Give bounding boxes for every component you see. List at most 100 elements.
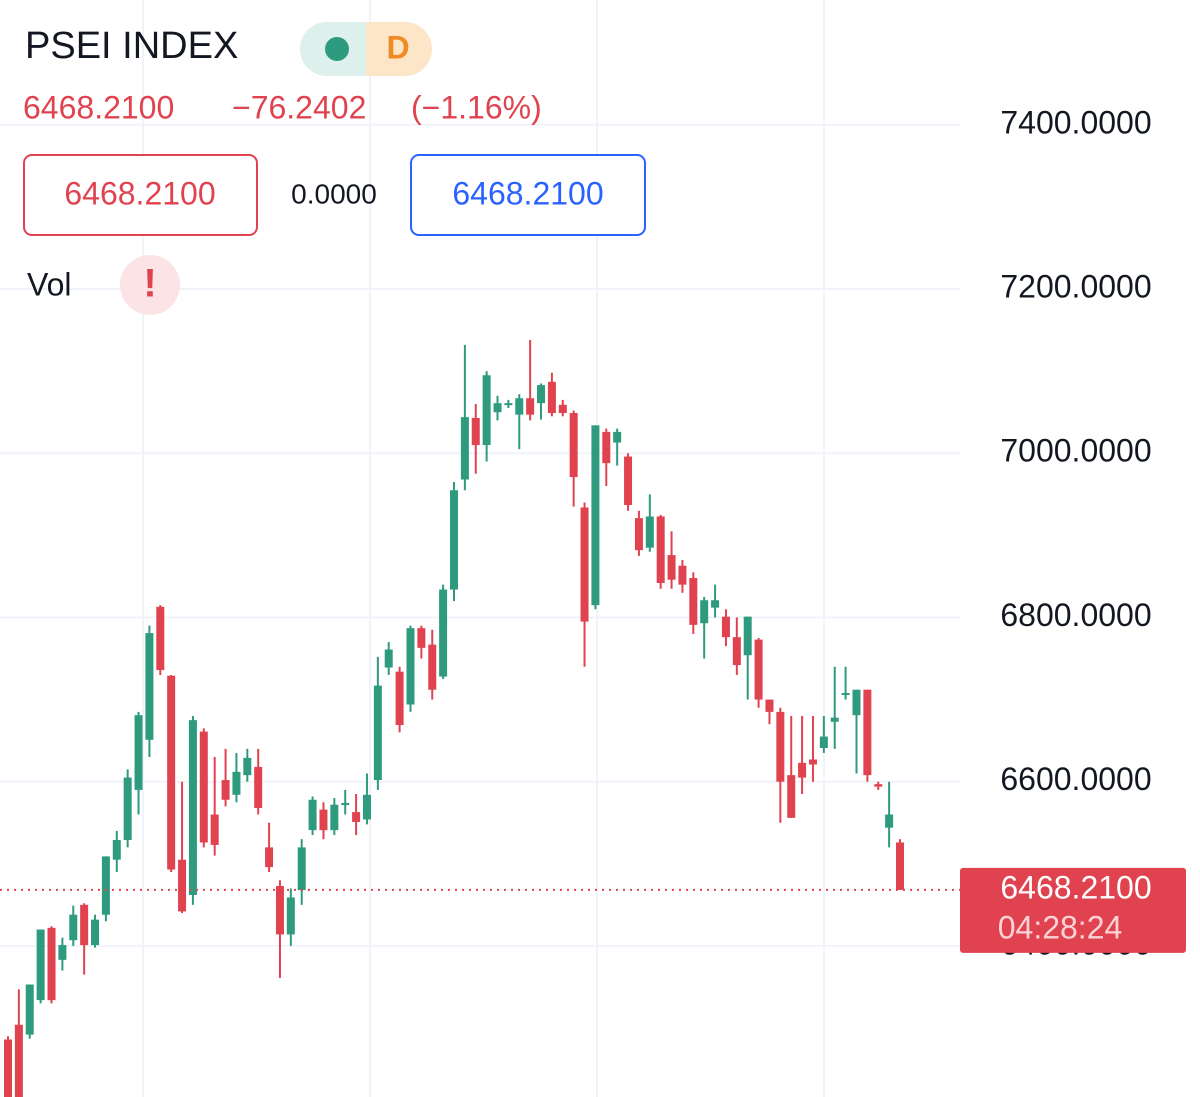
candle-body: [613, 431, 622, 443]
candle-body: [754, 639, 763, 700]
bid[interactable]: 6468.2100: [64, 175, 215, 211]
candle-body: [406, 628, 415, 705]
candle-body: [896, 842, 904, 890]
candles: [4, 339, 904, 1097]
candle-body: [765, 699, 774, 712]
candle-body: [526, 398, 535, 415]
candle-body: [275, 885, 284, 935]
candle-body: [134, 715, 143, 790]
price-axis: 6400.00006600.00006800.00007000.00007200…: [1000, 104, 1151, 961]
y-tick-label: 6600.0000: [1000, 761, 1151, 797]
candle-body: [58, 945, 67, 960]
candle-body: [493, 403, 502, 413]
candle-body: [776, 711, 785, 782]
candle-body: [80, 904, 89, 946]
candle-body: [885, 814, 894, 828]
candle-body: [852, 689, 861, 716]
candle-body: [4, 1039, 12, 1097]
candle-body: [297, 847, 306, 891]
candle-body: [210, 814, 219, 845]
candle-body: [286, 897, 295, 935]
candle-body: [482, 375, 491, 446]
candle-body: [308, 799, 317, 831]
y-tick-label: 7400.0000: [1000, 104, 1151, 140]
candle-body: [112, 839, 121, 860]
candle-body: [341, 803, 350, 806]
candle-body: [537, 385, 546, 404]
candle-body: [69, 914, 78, 941]
candle-body: [602, 431, 611, 464]
candle-body: [362, 794, 371, 820]
alert-icon[interactable]: [120, 255, 180, 315]
candle-body: [395, 671, 404, 726]
candle-body: [25, 984, 34, 1035]
y-tick-label: 7200.0000: [1000, 268, 1151, 304]
candle-body: [841, 693, 850, 696]
candle-body: [624, 456, 633, 505]
y-tick-label: 6800.0000: [1000, 597, 1151, 633]
candle-body: [156, 606, 165, 671]
candle-body: [808, 759, 817, 765]
candle-body: [330, 804, 339, 831]
price-tag-countdown: 04:28:24: [998, 909, 1123, 945]
candle-body: [319, 809, 328, 831]
candle-body: [743, 616, 752, 656]
y-tick-label: 7000.0000: [1000, 433, 1151, 469]
price-tag-price: 6468.2100: [1000, 869, 1151, 905]
volume-label: Vol: [27, 266, 71, 302]
candle-body: [667, 555, 676, 580]
interval[interactable]: D: [386, 29, 409, 65]
candle-body: [167, 675, 176, 870]
buy-button[interactable]: [410, 154, 646, 236]
candle-body: [656, 516, 665, 583]
candle-body: [711, 600, 720, 608]
status-dot: [325, 37, 349, 61]
candle-body: [178, 859, 187, 912]
candle-body: [547, 381, 556, 414]
candle-body: [678, 565, 687, 585]
last-price: 6468.2100: [23, 89, 174, 125]
candle-body: [450, 490, 458, 590]
sell-button[interactable]: [23, 154, 258, 236]
candle-body: [243, 757, 252, 776]
candle-body: [265, 847, 274, 868]
alert-mark[interactable]: !: [143, 262, 156, 306]
candle-body: [645, 516, 654, 548]
candle-body: [569, 413, 578, 478]
candle-body: [689, 578, 698, 625]
price-tag: [960, 867, 1186, 953]
candle-body: [830, 717, 839, 722]
candle-body: [14, 1024, 23, 1097]
candle-body: [558, 404, 567, 414]
candle-body: [504, 403, 513, 406]
candle-body: [373, 685, 382, 781]
ask[interactable]: 6468.2100: [452, 175, 603, 211]
candle-body: [721, 616, 730, 638]
candle-body: [417, 628, 426, 648]
candle-body: [874, 784, 883, 787]
candle-body: [460, 417, 469, 480]
candle-body: [101, 856, 110, 915]
candle-body: [188, 720, 197, 896]
candle-body: [515, 398, 524, 415]
candle-body: [145, 633, 154, 740]
candle-body: [580, 507, 589, 622]
candle-body: [700, 600, 709, 624]
candle-body: [352, 812, 361, 822]
candle-body: [123, 777, 132, 840]
change-pct: (−1.16%): [411, 89, 542, 125]
candle-body: [91, 919, 100, 946]
candle-body: [798, 762, 807, 778]
legend: PSEI INDEX D 6468.2100 −76.2402 (−1.16%)…: [23, 22, 646, 315]
candle-body: [384, 649, 393, 668]
candle-body: [254, 766, 263, 808]
candle-body: [787, 775, 796, 818]
candle-body: [428, 644, 437, 690]
symbol: PSEI INDEX: [25, 25, 238, 67]
candle-body: [819, 736, 828, 749]
spread: 0.0000: [291, 178, 377, 209]
candle-body: [232, 771, 241, 795]
candle-body: [471, 417, 480, 446]
change: −76.2402: [232, 89, 366, 125]
